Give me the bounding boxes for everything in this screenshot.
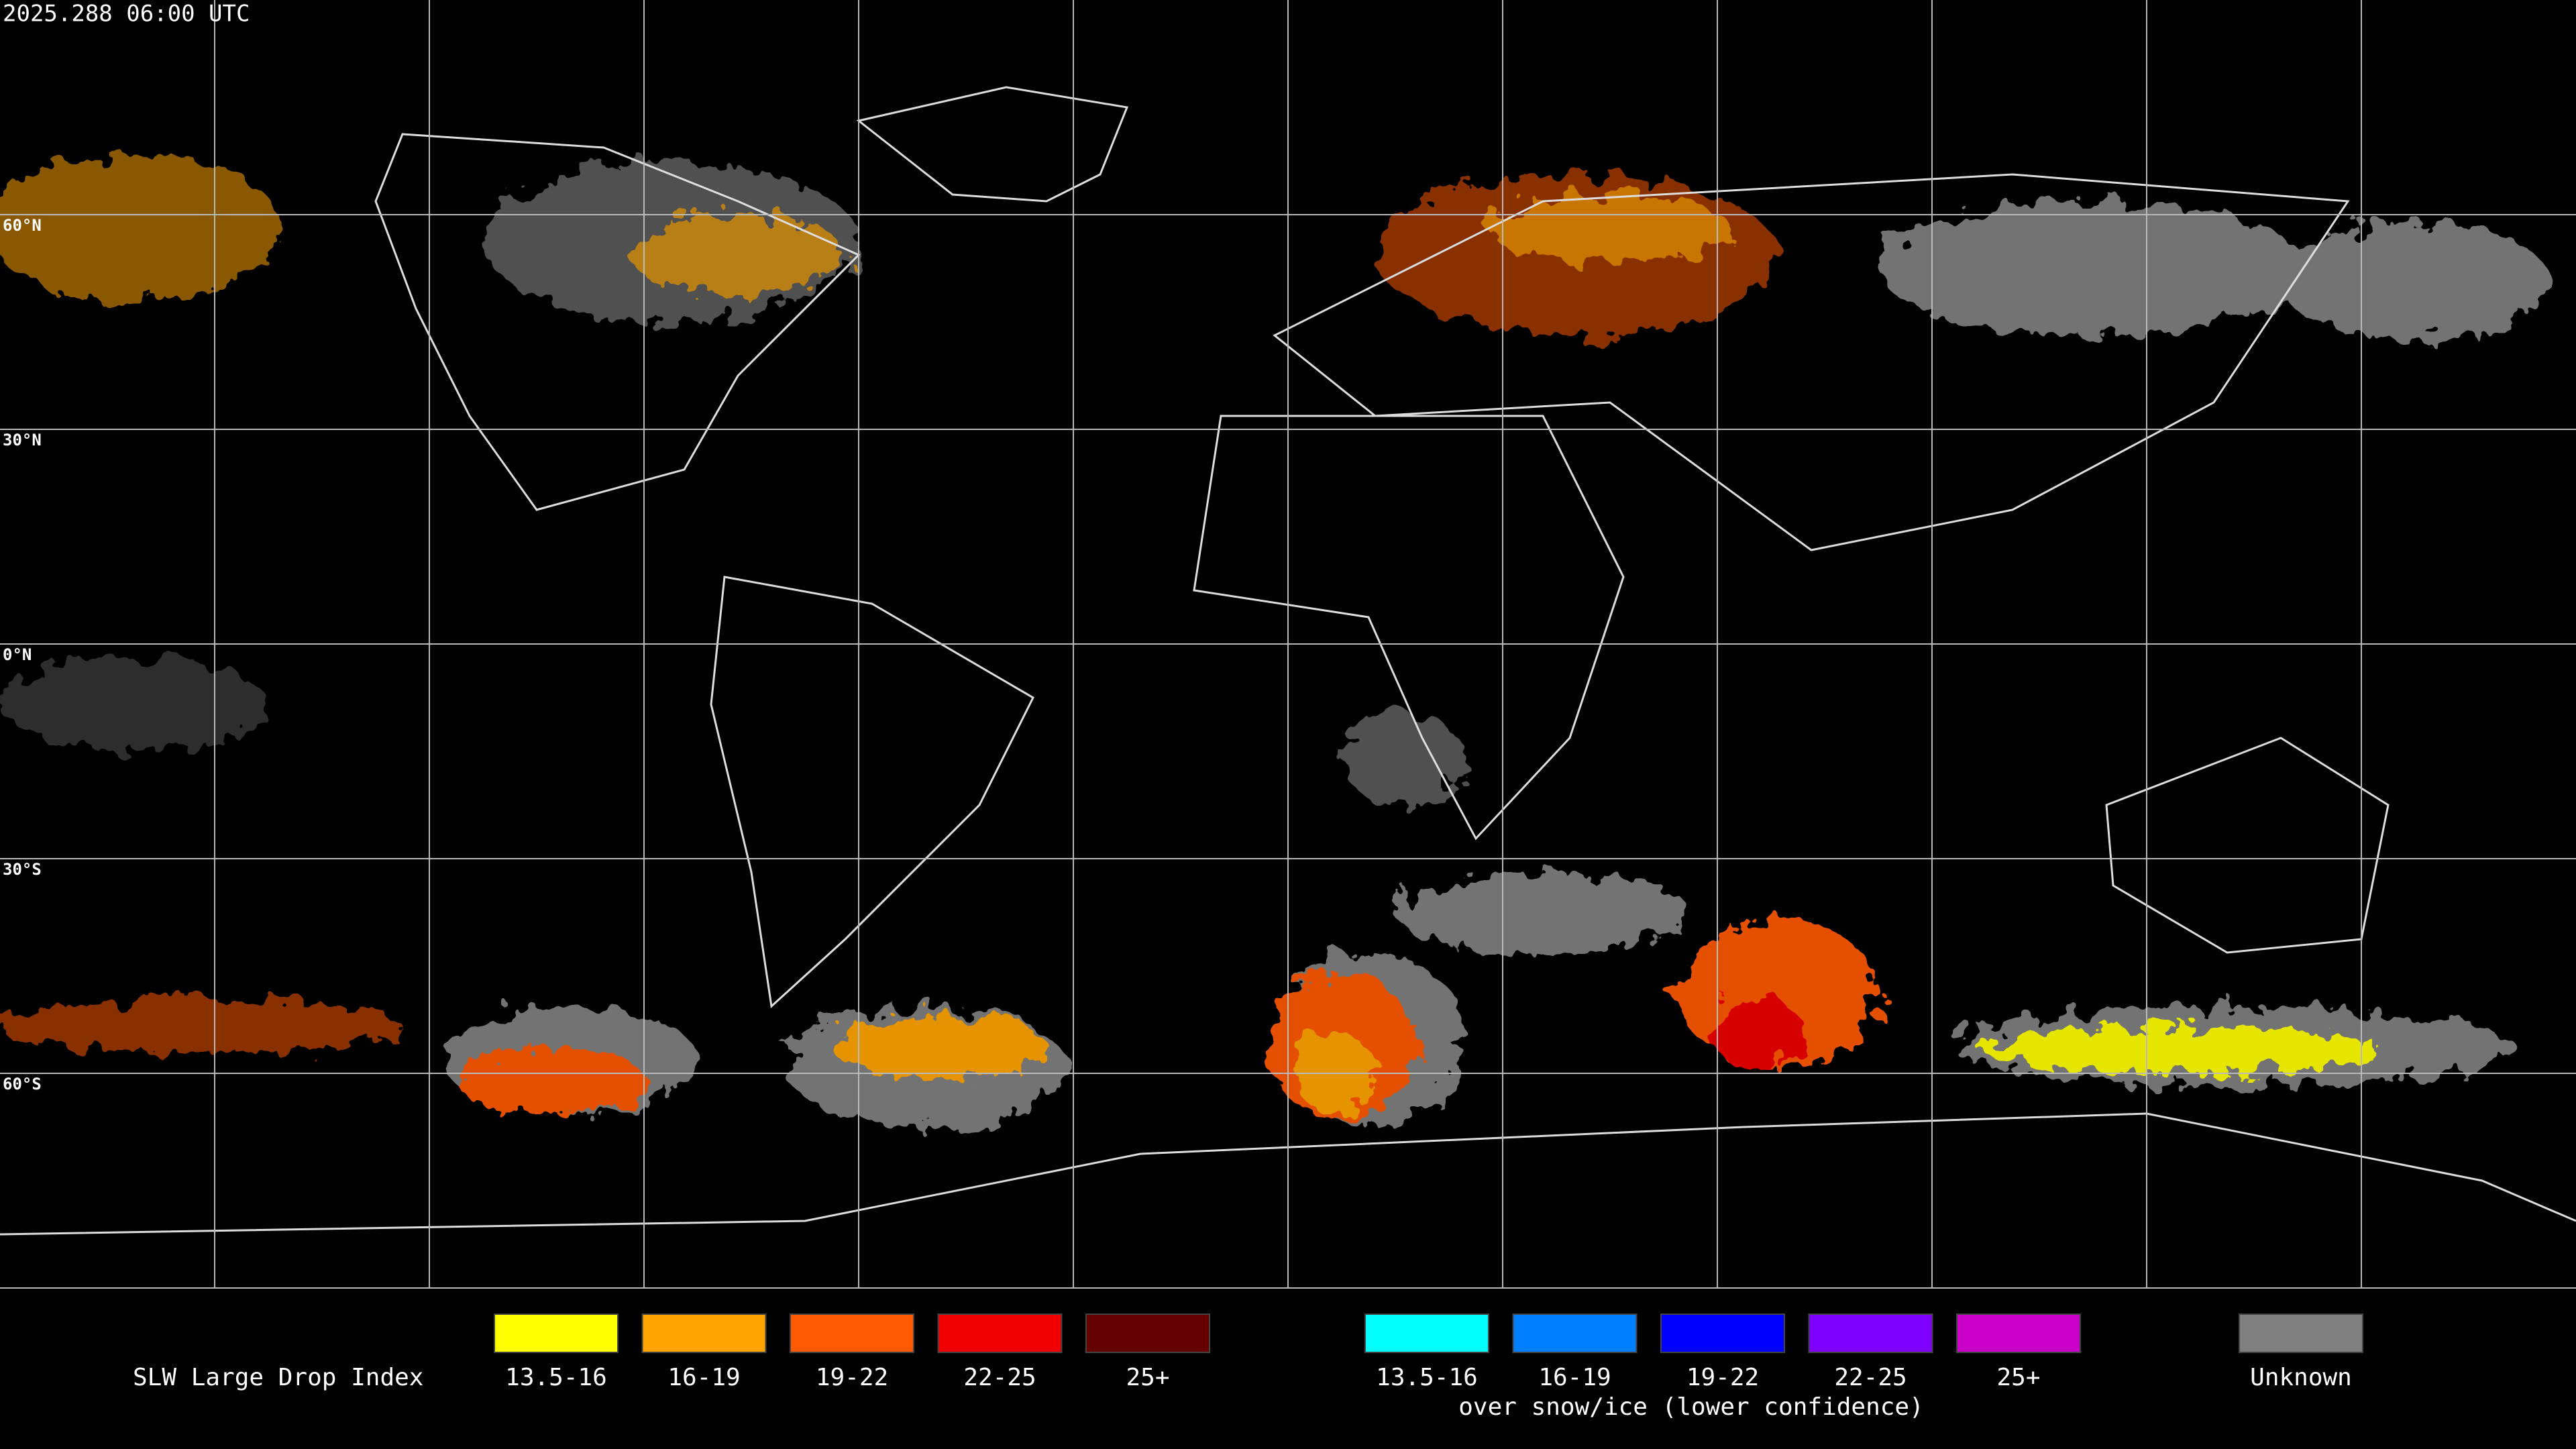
index-area [1711,1000,1805,1067]
eurasia [1273,173,2350,551]
legend-swatch [1660,1313,1785,1353]
legend-swatch [1512,1313,1638,1353]
south-america [710,576,1034,1008]
legend-title: SLW Large Drop Index [133,1364,423,1391]
legend-swatch [2239,1313,2363,1353]
legend-swatch [1085,1313,1210,1353]
africa [1193,415,1625,841]
antarctica [0,1112,2576,1236]
index-area [1979,1026,2381,1073]
index-area [832,1013,1046,1080]
index-area [456,1046,644,1114]
legend-swatch [1364,1313,1489,1353]
index-area [1489,195,1731,262]
legend-label: 13.5-16 [1376,1364,1478,1391]
snow-note: over snow/ice (lower confidence) [1458,1393,1924,1421]
legend-label: 25+ [1126,1364,1169,1391]
lat-label: 30°S [3,860,42,879]
north-america [374,133,861,511]
legend-swatch [790,1313,914,1353]
legend-label: 22-25 [1834,1364,1907,1391]
unknown-area [1878,201,2308,335]
legend-label: 22-25 [963,1364,1036,1391]
unknown-area [1395,872,1690,953]
unknown-area [2281,221,2549,342]
unknown-area [1342,711,1462,805]
timestamp: 2025.288 06:00 UTC [3,1,250,28]
lat-label: 60°S [3,1075,42,1093]
legend-label: 25+ [1996,1364,2040,1391]
legend-swatch [1808,1313,1933,1353]
graticule [0,0,2576,1288]
unknown-area [0,657,268,751]
legend-label: 16-19 [667,1364,740,1391]
legend-swatch [937,1313,1063,1353]
legend-label: 13.5-16 [505,1364,607,1391]
lat-label: 30°N [3,431,42,449]
legend-swatch [494,1313,619,1353]
legend-swatch [1956,1313,2081,1353]
legend-label: 16-19 [1538,1364,1611,1391]
cloud-field [0,154,2549,1127]
lat-label: 60°N [3,216,42,235]
legend-label: 19-22 [1686,1364,1759,1391]
index-area [0,154,282,302]
legend-label: 19-22 [816,1364,888,1391]
lat-label: 0°N [3,645,32,664]
greenland [856,86,1129,203]
legend-label: Unknown [2250,1364,2352,1391]
index-area [0,1000,402,1053]
legend-swatch [641,1313,767,1353]
legend: SLW Large Drop Index over snow/ice (lowe… [133,1313,2363,1421]
index-area [631,215,845,295]
